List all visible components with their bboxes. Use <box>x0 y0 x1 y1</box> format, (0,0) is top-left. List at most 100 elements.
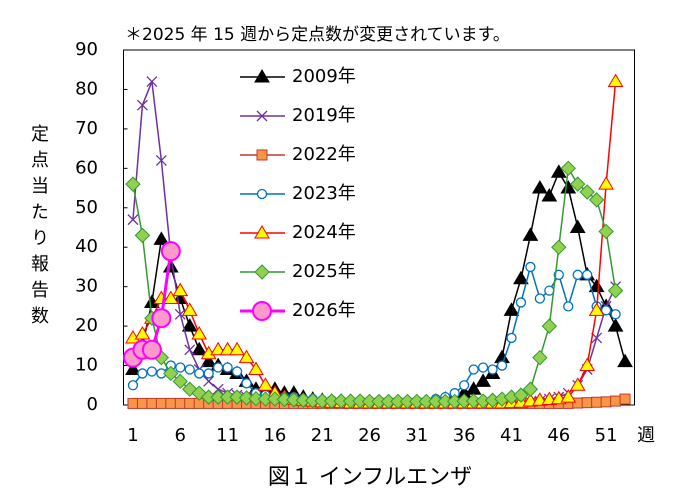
data-point <box>163 365 179 382</box>
x-tick-label: 46 <box>547 425 570 446</box>
data-point <box>588 278 605 293</box>
data-point <box>127 214 139 226</box>
data-point <box>582 269 593 280</box>
x-tick-label: 16 <box>263 425 286 446</box>
legend-label: 2009年 <box>292 66 356 87</box>
data-point <box>569 377 586 391</box>
data-point <box>475 373 491 387</box>
data-point <box>257 377 274 391</box>
data-point <box>160 241 181 262</box>
y-tick-label: 10 <box>75 355 98 376</box>
data-point <box>588 302 605 316</box>
chart-title: ＊2025 年 15 週から定点数が変更されています。 <box>125 25 510 45</box>
data-point <box>619 393 631 405</box>
data-point <box>175 362 186 373</box>
x-tick-label: 51 <box>595 425 618 446</box>
data-point <box>579 357 596 372</box>
data-point <box>194 368 205 379</box>
data-point <box>607 318 624 332</box>
data-point <box>600 305 612 316</box>
data-point <box>137 368 148 379</box>
data-point <box>127 380 139 391</box>
data-point <box>459 380 470 391</box>
data-point <box>525 261 536 273</box>
data-point <box>200 353 217 368</box>
data-point <box>238 390 255 406</box>
data-point <box>522 381 539 397</box>
legend-marker <box>252 301 272 321</box>
data-point <box>181 302 198 316</box>
legend-label: 2019年 <box>292 105 356 126</box>
data-point <box>563 301 574 312</box>
data-point <box>212 362 224 373</box>
data-point <box>487 364 498 375</box>
y-tick-label: 80 <box>75 78 98 99</box>
data-point <box>569 219 586 233</box>
data-point <box>182 381 198 397</box>
data-point <box>134 227 151 244</box>
data-point <box>212 383 224 395</box>
data-point <box>181 318 198 332</box>
data-point <box>591 396 603 408</box>
series-line <box>132 264 616 402</box>
data-point <box>184 364 195 375</box>
y-tick-label: 40 <box>75 236 98 257</box>
y-tick-label: 90 <box>75 39 98 60</box>
data-point <box>522 227 539 241</box>
data-point <box>598 176 614 190</box>
y-tick-label: 20 <box>75 315 98 336</box>
data-point <box>162 290 179 304</box>
data-point <box>532 349 548 366</box>
data-point <box>151 308 172 329</box>
data-point <box>155 154 167 166</box>
data-point <box>174 397 186 409</box>
y-tick-label: 30 <box>75 276 98 297</box>
data-point <box>203 368 214 379</box>
legend-marker <box>256 149 268 161</box>
data-point <box>560 389 577 403</box>
y-tick-label: 60 <box>75 157 98 178</box>
x-axis-label: 週 <box>637 425 655 446</box>
data-point <box>184 344 196 356</box>
data-point <box>560 180 577 194</box>
data-point <box>155 397 167 409</box>
data-point <box>172 373 188 390</box>
data-point <box>610 395 622 407</box>
data-point <box>531 180 548 194</box>
y-axis-label: 定点当たり報告数 <box>28 124 49 332</box>
legend-marker <box>254 69 270 83</box>
y-tick-label: 0 <box>87 394 98 415</box>
x-tick-label: 6 <box>175 425 186 446</box>
data-point <box>506 332 517 344</box>
data-point <box>127 397 139 409</box>
data-point <box>468 364 479 375</box>
legend-marker <box>256 110 268 122</box>
data-point <box>496 360 508 371</box>
data-point <box>553 269 564 280</box>
data-point <box>191 341 208 356</box>
data-point <box>610 309 621 320</box>
x-tick-label: 21 <box>311 425 334 446</box>
data-point <box>515 297 527 308</box>
data-point <box>541 187 558 202</box>
data-point <box>222 362 233 373</box>
data-point <box>617 353 633 368</box>
data-point <box>607 73 624 88</box>
data-point <box>146 366 158 377</box>
caption: 図１ インフルエンザ <box>268 465 472 490</box>
data-point <box>579 184 595 200</box>
data-point <box>572 269 583 280</box>
data-point <box>191 385 207 401</box>
legend-label: 2026年 <box>292 300 356 321</box>
legend-label: 2023年 <box>292 183 356 204</box>
x-tick-label: 41 <box>500 425 523 446</box>
data-point <box>165 397 177 409</box>
data-point <box>241 378 252 389</box>
data-point <box>551 239 567 255</box>
data-point <box>588 192 605 208</box>
data-point <box>541 318 558 334</box>
y-tick-label: 50 <box>75 197 98 218</box>
data-point <box>600 396 612 408</box>
data-point <box>172 282 189 297</box>
x-tick-label: 31 <box>405 425 428 446</box>
